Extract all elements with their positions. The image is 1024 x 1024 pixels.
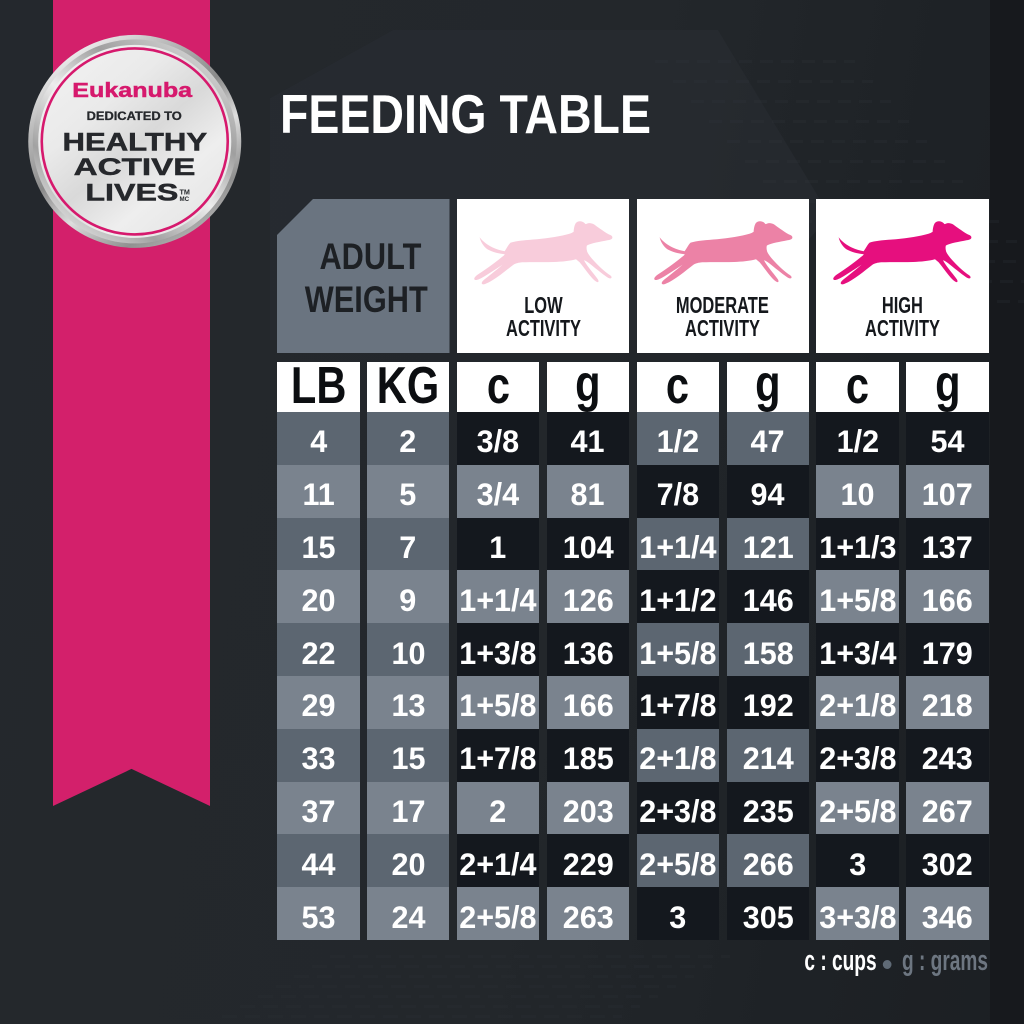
svg-text:ACTIVE: ACTIVE <box>74 154 196 181</box>
svg-text:MC: MC <box>180 196 190 203</box>
svg-text:HEALTHY: HEALTHY <box>63 128 208 156</box>
svg-text:Eukanuba: Eukanuba <box>72 79 192 102</box>
svg-text:TM: TM <box>180 187 190 196</box>
svg-text:DEDICATED TO: DEDICATED TO <box>87 109 183 123</box>
svg-text:LIVES: LIVES <box>85 179 178 206</box>
